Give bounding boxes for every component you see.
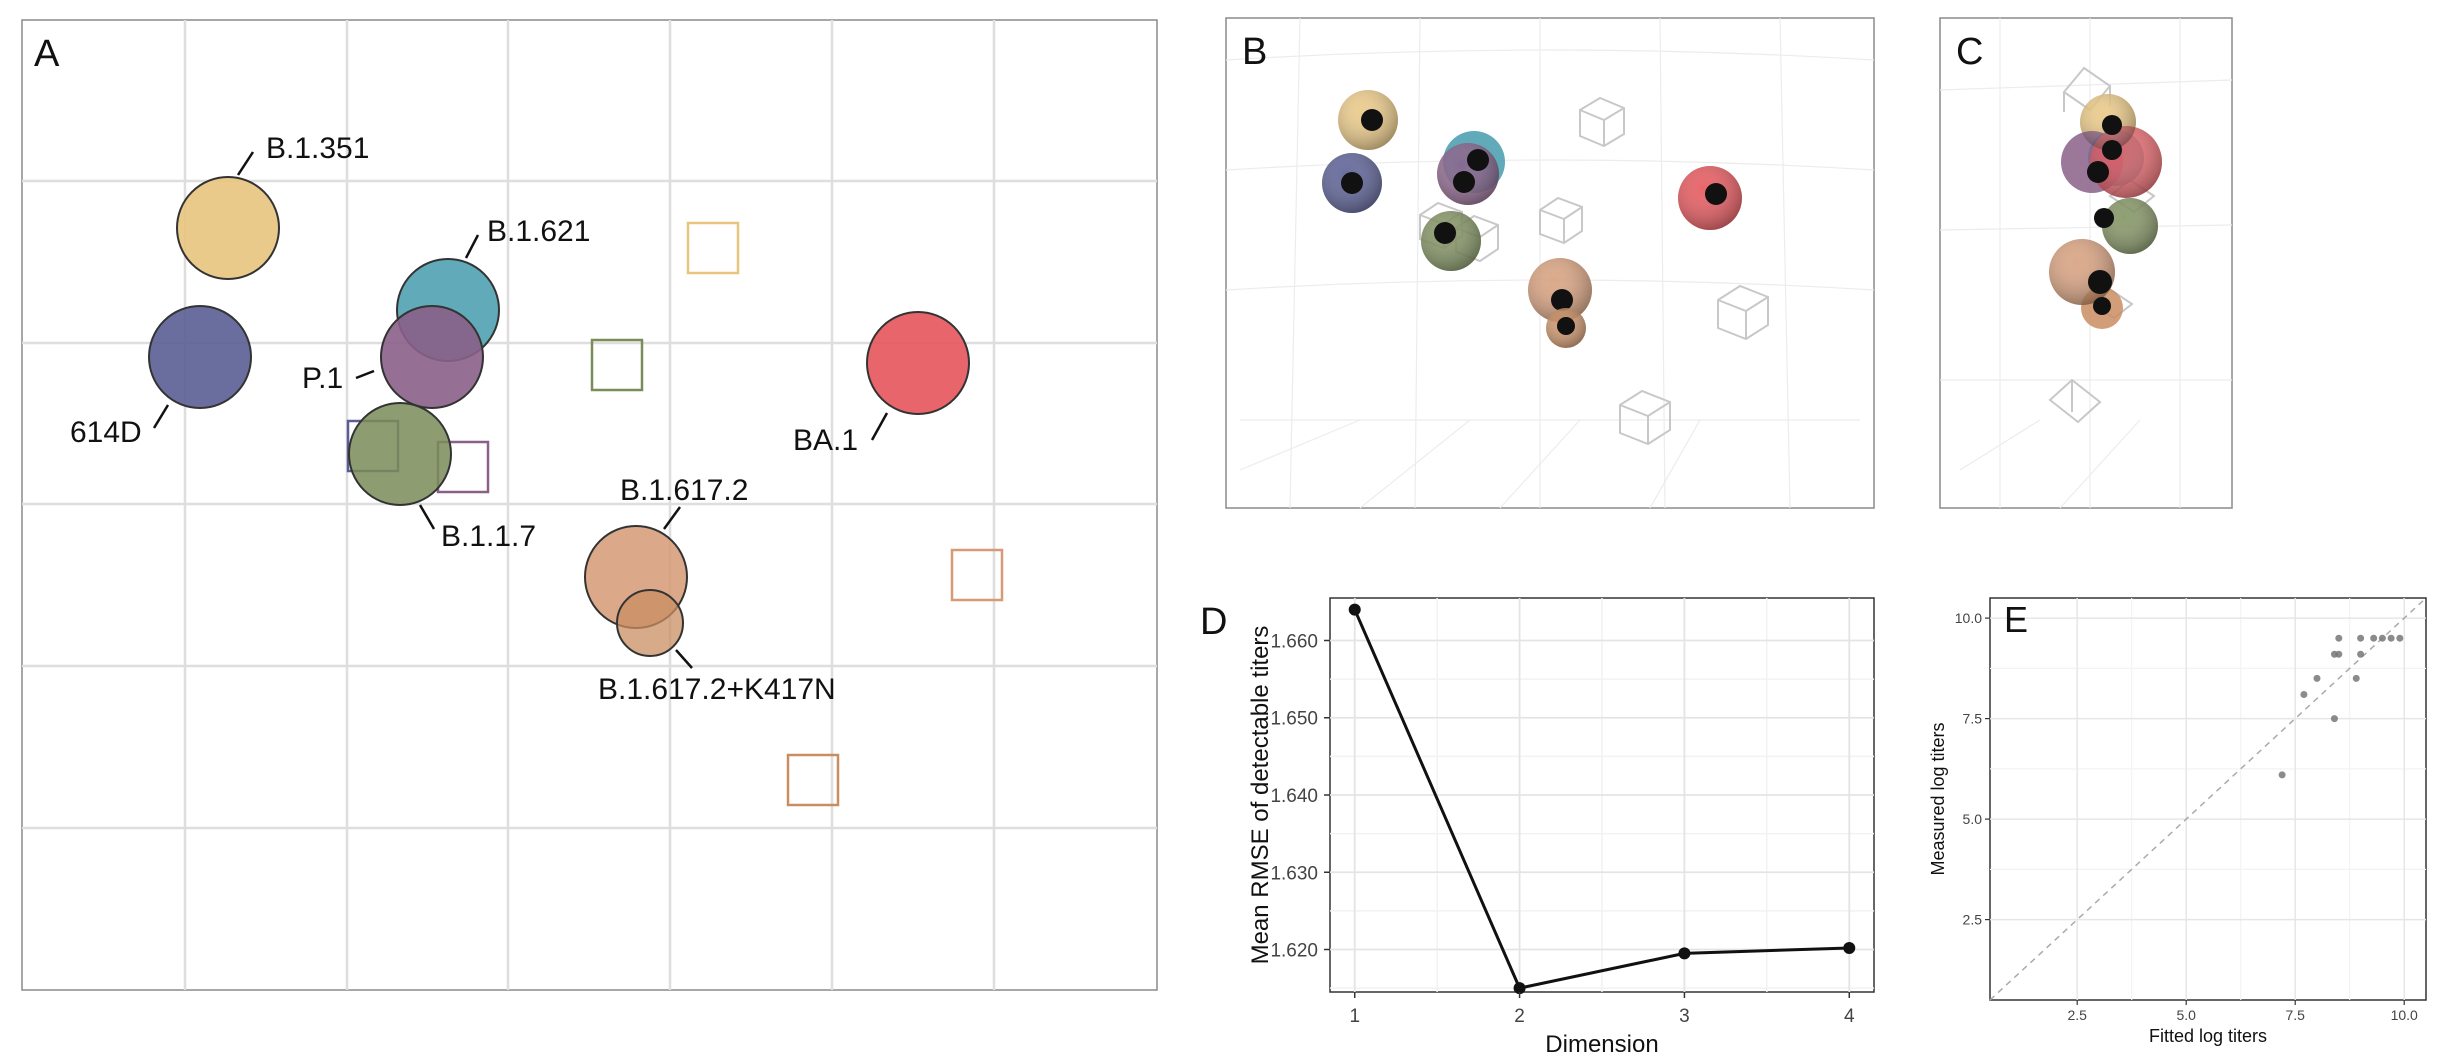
panel-d-data-point bbox=[1348, 603, 1361, 616]
panel-c-perspective-grid bbox=[1939, 18, 2233, 509]
antigen-circle-614d bbox=[148, 305, 252, 409]
antigen-circle-ba1 bbox=[866, 311, 970, 415]
panel-e-data-point bbox=[2352, 674, 2360, 682]
panel-e-data-point bbox=[2335, 634, 2343, 642]
panel-e-x-tick-label: 7.5 bbox=[2285, 1007, 2305, 1023]
panel-e-ticks: 2.5 5.0 7.5 10.0 2.5 5.0 7.5 10.0 bbox=[1955, 610, 2418, 1023]
panel-c-antigen-spheres bbox=[2049, 94, 2162, 329]
panel-d-x-tick-label: 3 bbox=[1679, 1006, 1690, 1027]
panel-e-x-tick-label: 2.5 bbox=[2067, 1007, 2087, 1023]
leader-line-b117 bbox=[418, 504, 436, 530]
panel-d-line-chart: 1 2 3 4 1.620 1.630 1.640 1.650 1.660 D Dimensio… bbox=[1200, 597, 1875, 1058]
panel-c-3d-map-side: C bbox=[1939, 17, 2233, 509]
panel-e-data-point bbox=[2278, 771, 2286, 779]
panel-e-marks bbox=[1989, 597, 2427, 1001]
serum-square-b16172-k417n bbox=[786, 753, 840, 807]
antigen-label-614d: 614D bbox=[70, 416, 142, 449]
panel-e-data-point bbox=[2370, 634, 2378, 642]
antigen-label-ba1: BA.1 bbox=[793, 424, 858, 457]
panel-d-data-point bbox=[1678, 947, 1691, 960]
panel-d-x-axis-label: Dimension bbox=[1545, 1031, 1658, 1058]
leader-line-ba1 bbox=[870, 412, 889, 441]
panel-e-data-point bbox=[2378, 634, 2386, 642]
antigen-circle-b117 bbox=[348, 402, 452, 506]
panel-b-antigen-spheres bbox=[1322, 90, 1742, 348]
panel-e-data-point bbox=[2396, 634, 2404, 642]
serum-square-b117 bbox=[590, 338, 644, 392]
antigen-circle-b1351 bbox=[176, 176, 280, 280]
leader-line-b1351 bbox=[236, 151, 255, 176]
leader-line-614d bbox=[152, 404, 170, 429]
panel-d-x-tick-label: 4 bbox=[1844, 1006, 1855, 1027]
panel-d-label: D bbox=[1200, 601, 1227, 643]
panel-e-x-tick-label: 10.0 bbox=[2391, 1007, 2418, 1023]
panel-e-y-tick-label: 5.0 bbox=[1963, 811, 1983, 827]
panel-c-label: C bbox=[1956, 31, 1983, 73]
serum-square-b16172 bbox=[950, 548, 1004, 602]
panel-b-3d-map: B bbox=[1225, 17, 1875, 509]
panel-d-ticks: 1 2 3 4 1.620 1.630 1.640 1.650 1.660 bbox=[1270, 631, 1855, 1027]
panel-e-data-point bbox=[2357, 650, 2365, 658]
leader-line-b16172-k417n bbox=[675, 649, 693, 669]
leader-line-b16172 bbox=[662, 506, 682, 530]
panel-e-y-tick-label: 10.0 bbox=[1955, 610, 1982, 626]
panel-d-y-tick-label: 1.660 bbox=[1270, 631, 1318, 652]
panel-e-grid bbox=[1990, 598, 2426, 1000]
antigen-label-b16172-k417n: B.1.617.2+K417N bbox=[598, 673, 836, 706]
antigen-label-b117: B.1.1.7 bbox=[441, 520, 536, 553]
serum-square-b1351 bbox=[686, 221, 740, 275]
panel-e-data-point bbox=[2300, 690, 2308, 698]
antigen-label-b16172: B.1.617.2 bbox=[620, 474, 748, 507]
panel-d-y-tick-label: 1.650 bbox=[1270, 709, 1318, 730]
panel-d-y-tick-label: 1.630 bbox=[1270, 863, 1318, 884]
panel-d-y-tick-label: 1.640 bbox=[1270, 786, 1318, 807]
antigen-circle-p1 bbox=[380, 305, 484, 409]
leader-line-p1 bbox=[355, 369, 375, 380]
panel-b-label: B bbox=[1242, 31, 1267, 73]
panel-e-data-point bbox=[2357, 634, 2365, 642]
panel-d-data-point bbox=[1513, 982, 1526, 995]
panel-d-grid bbox=[1330, 598, 1874, 992]
panel-e-y-axis-label: Measured log titers bbox=[1928, 722, 1948, 875]
panel-b-perspective-grid bbox=[1225, 17, 1875, 509]
panel-e-y-tick-label: 2.5 bbox=[1963, 912, 1983, 928]
panel-d-data-point bbox=[1843, 941, 1856, 954]
panel-e-y-tick-label: 7.5 bbox=[1963, 711, 1983, 727]
antigen-label-b1621: B.1.621 bbox=[487, 215, 590, 248]
panel-a-antigenic-map: A B.1.351 614D B.1.621 P.1 B.1.1.7 BA.1 bbox=[21, 19, 1158, 991]
panel-e-x-axis-label: Fitted log titers bbox=[2149, 1026, 2267, 1046]
panel-e-data-point bbox=[2387, 634, 2395, 642]
panel-a-label: A bbox=[34, 33, 60, 75]
panel-e-data-point bbox=[2313, 674, 2321, 682]
panel-d-y-tick-label: 1.620 bbox=[1270, 941, 1318, 962]
panel-a-grid bbox=[22, 20, 1157, 990]
antigen-circle-b16172-k417n bbox=[616, 589, 684, 657]
panel-d-x-tick-label: 2 bbox=[1514, 1006, 1525, 1027]
leader-line-b1621 bbox=[464, 234, 480, 259]
panel-e-data-point bbox=[2335, 650, 2343, 658]
panel-e-plot-frame bbox=[1989, 597, 2427, 1001]
antigen-label-p1: P.1 bbox=[302, 362, 343, 395]
antigen-label-b1351: B.1.351 bbox=[266, 132, 369, 165]
panel-e-label: E bbox=[2004, 599, 2028, 640]
panel-e-scatter: 2.5 5.0 7.5 10.0 2.5 5.0 7.5 10.0 E Fitted log … bbox=[1928, 597, 2427, 1046]
panel-e-data-point bbox=[2330, 715, 2338, 723]
panel-d-series-line bbox=[1353, 608, 1850, 990]
panel-d-x-tick-label: 1 bbox=[1349, 1006, 1360, 1027]
panel-e-x-tick-label: 5.0 bbox=[2176, 1007, 2196, 1023]
panel-d-y-axis-label: Mean RMSE of detectable titers bbox=[1247, 626, 1274, 965]
panel-d-marks bbox=[1348, 603, 1856, 995]
